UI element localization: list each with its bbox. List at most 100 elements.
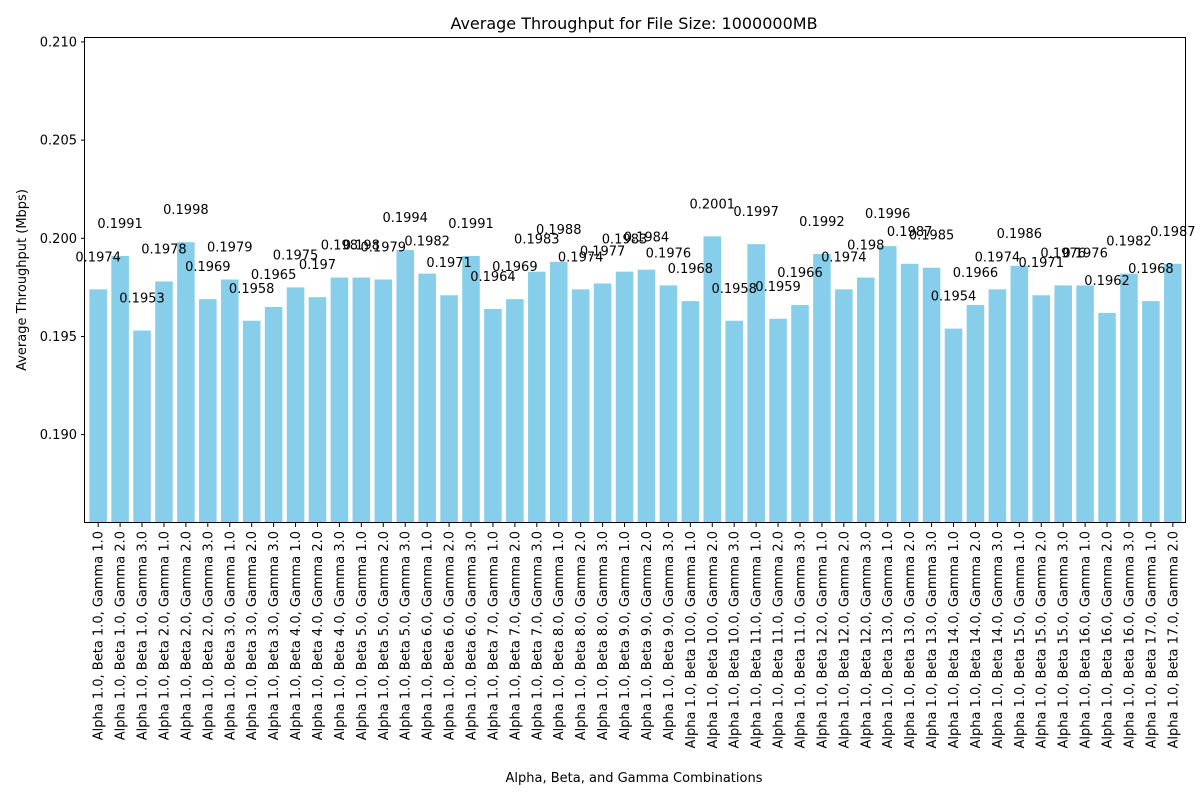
x-tick-label: Alpha 1.0, Beta 17.0, Gamma 2.0	[1166, 531, 1181, 749]
bar-value-label: 0.1979	[361, 241, 407, 256]
bar-value-label: 0.1985	[909, 229, 955, 244]
bar	[330, 277, 349, 523]
x-tick-label: Alpha 1.0, Beta 3.0, Gamma 3.0	[267, 531, 282, 740]
bar	[177, 242, 195, 524]
bar-value-label: 0.1987	[1150, 225, 1196, 240]
x-tick-label: Alpha 1.0, Beta 4.0, Gamma 2.0	[311, 531, 326, 740]
bar	[615, 271, 634, 523]
bar-value-label: 0.1976	[1040, 246, 1086, 261]
bar-value-label: 0.1965	[251, 268, 297, 283]
x-tick-label: Alpha 1.0, Beta 10.0, Gamma 3.0	[728, 531, 743, 749]
bar	[835, 289, 853, 523]
x-tick-label: Alpha 1.0, Beta 1.0, Gamma 3.0	[136, 531, 151, 740]
bar	[418, 273, 436, 523]
bar-value-label: 0.1968	[668, 262, 714, 277]
bar-value-label: 0.1954	[931, 290, 977, 305]
bar	[374, 279, 393, 523]
bar	[988, 289, 1007, 523]
bar	[111, 255, 129, 524]
x-tick-label: Alpha 1.0, Beta 11.0, Gamma 2.0	[772, 531, 787, 749]
bar	[857, 277, 875, 523]
bar-value-label: 0.1969	[492, 260, 538, 275]
x-tick-label: Alpha 1.0, Beta 7.0, Gamma 2.0	[508, 531, 523, 740]
bar-value-label: 0.1983	[602, 233, 648, 248]
bar-value-label: 0.1978	[141, 242, 187, 257]
bar	[1098, 312, 1116, 523]
bar	[900, 263, 919, 523]
bar	[396, 250, 414, 524]
bar	[308, 297, 327, 523]
x-tick-label: Alpha 1.0, Beta 10.0, Gamma 1.0	[684, 531, 699, 749]
x-tick-label: Alpha 1.0, Beta 13.0, Gamma 2.0	[903, 531, 918, 749]
x-tick-label: Alpha 1.0, Beta 6.0, Gamma 1.0	[421, 531, 436, 740]
bar-value-label: 0.1984	[624, 231, 670, 246]
bar-value-label: 0.1966	[953, 266, 999, 281]
bar-value-label: 0.1971	[1018, 256, 1064, 271]
x-tick-label: Alpha 1.0, Beta 6.0, Gamma 3.0	[465, 531, 480, 740]
bar-value-label: 0.1974	[821, 250, 867, 265]
bar	[528, 271, 546, 523]
bar	[1032, 295, 1051, 523]
x-tick-label: Alpha 1.0, Beta 5.0, Gamma 3.0	[399, 531, 414, 740]
bar-value-label: 0.1958	[711, 282, 757, 297]
bar	[659, 285, 678, 523]
bar	[703, 236, 722, 524]
x-tick-label: Alpha 1.0, Beta 4.0, Gamma 3.0	[333, 531, 348, 740]
x-tick-label: Alpha 1.0, Beta 7.0, Gamma 1.0	[486, 531, 501, 740]
bar-value-label: 0.1992	[799, 215, 845, 230]
x-tick-label: Alpha 1.0, Beta 9.0, Gamma 2.0	[640, 531, 655, 740]
bars	[89, 236, 1182, 524]
x-tick-label: Alpha 1.0, Beta 9.0, Gamma 3.0	[662, 531, 677, 740]
bar-value-label: 0.1959	[755, 280, 801, 295]
bar-value-label: 0.1953	[119, 292, 165, 307]
bar-value-label: 0.198	[321, 239, 358, 254]
bar-value-label: 0.1974	[975, 250, 1021, 265]
x-tick-label: Alpha 1.0, Beta 2.0, Gamma 2.0	[179, 531, 194, 740]
x-tick-label: Alpha 1.0, Beta 16.0, Gamma 1.0	[1079, 531, 1094, 749]
plot-area-frame	[84, 37, 1186, 523]
bar	[681, 301, 700, 523]
x-tick-label: Alpha 1.0, Beta 11.0, Gamma 1.0	[750, 531, 765, 749]
x-tick-label: Alpha 1.0, Beta 3.0, Gamma 2.0	[245, 531, 260, 740]
bar	[813, 253, 831, 524]
x-tick-label: Alpha 1.0, Beta 17.0, Gamma 1.0	[1144, 531, 1159, 749]
bar	[637, 269, 656, 523]
x-tick-label: Alpha 1.0, Beta 11.0, Gamma 3.0	[793, 531, 808, 749]
bar-value-label: 0.1977	[580, 244, 626, 259]
bar	[462, 255, 480, 524]
x-tick-label: Alpha 1.0, Beta 1.0, Gamma 1.0	[92, 531, 107, 740]
bar	[922, 267, 941, 523]
bar-value-labels: 0.19740.19910.19530.19780.19980.19690.19…	[75, 197, 1195, 306]
x-tick-label: Alpha 1.0, Beta 2.0, Gamma 1.0	[157, 531, 172, 740]
x-tick-label: Alpha 1.0, Beta 14.0, Gamma 3.0	[991, 531, 1006, 749]
bar-value-label: 0.1983	[514, 233, 560, 248]
bar-value-label: 0.198	[343, 239, 380, 254]
bar-value-label: 0.1974	[75, 250, 121, 265]
x-tick-label: Alpha 1.0, Beta 10.0, Gamma 2.0	[706, 531, 721, 749]
bar	[506, 299, 524, 523]
bar	[1010, 265, 1029, 523]
x-tick-label: Alpha 1.0, Beta 15.0, Gamma 2.0	[1035, 531, 1050, 749]
bar	[1142, 301, 1160, 523]
bar-value-label: 0.1974	[558, 250, 604, 265]
bar	[944, 328, 963, 523]
chart-title: Average Throughput for File Size: 100000…	[450, 14, 817, 33]
bar-value-label: 0.1958	[229, 282, 275, 297]
bar-value-label: 0.198	[847, 239, 884, 254]
bar	[1076, 285, 1094, 523]
x-tick-label: Alpha 1.0, Beta 8.0, Gamma 3.0	[596, 531, 611, 740]
x-tick-label: Alpha 1.0, Beta 15.0, Gamma 1.0	[1013, 531, 1028, 749]
bar-value-label: 0.1982	[1106, 235, 1152, 250]
y-tick-label: 0.205	[40, 134, 77, 149]
bar-value-label: 0.1982	[404, 235, 450, 250]
bar	[747, 244, 765, 524]
x-tick-label: Alpha 1.0, Beta 16.0, Gamma 3.0	[1122, 531, 1137, 749]
bar	[352, 277, 371, 523]
x-tick-label: Alpha 1.0, Beta 1.0, Gamma 2.0	[114, 531, 129, 740]
x-tick-label: Alpha 1.0, Beta 4.0, Gamma 1.0	[289, 531, 304, 740]
bar	[1054, 285, 1072, 523]
x-tick-label: Alpha 1.0, Beta 8.0, Gamma 2.0	[574, 531, 589, 740]
x-tick-label: Alpha 1.0, Beta 2.0, Gamma 3.0	[201, 531, 216, 740]
bar-value-label: 0.1986	[997, 227, 1043, 242]
